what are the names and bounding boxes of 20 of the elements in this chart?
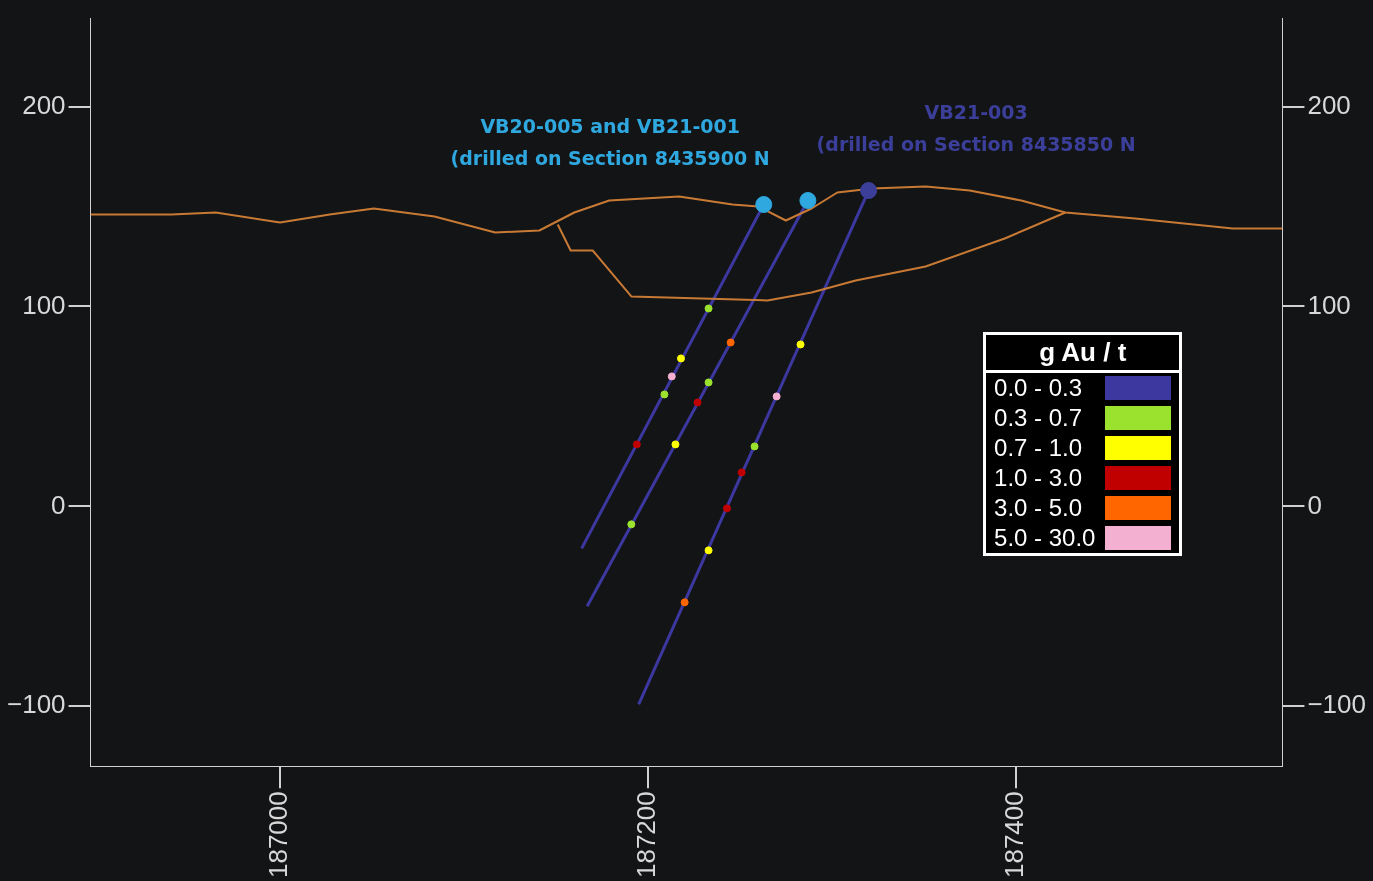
- legend-label: 3.0 - 5.0: [994, 494, 1083, 523]
- legend-label: 0.3 - 0.7: [994, 404, 1083, 433]
- legend-label: 5.0 - 30.0: [994, 524, 1096, 553]
- legend-label: 0.7 - 1.0: [994, 434, 1083, 463]
- y2-tick-label: 200: [1307, 89, 1351, 120]
- x-tick-label: 187000: [263, 791, 294, 879]
- legend-label: 0.0 - 0.3: [994, 374, 1083, 403]
- annotation: VB20-005 and VB21-001 (drilled on Section 8435900 N: [450, 115, 770, 170]
- legend-label: 1.0 - 3.0: [994, 464, 1083, 493]
- x-tick-label: 187400: [998, 791, 1029, 879]
- y2-tick-label: 100: [1307, 289, 1351, 320]
- annotation: VB21-003 (drilled on Section 8435850 N: [816, 101, 1136, 156]
- y-tick-label: 100: [22, 289, 66, 320]
- x-tick-label: 187200: [631, 791, 662, 879]
- legend-title: g Au / t: [986, 335, 1180, 374]
- y-tick-label: 0: [51, 489, 66, 520]
- y2-tick-label: 0: [1307, 489, 1322, 520]
- y-tick-label: −100: [6, 689, 66, 720]
- y-tick-label: 200: [22, 89, 66, 120]
- y2-tick-label: −100: [1307, 689, 1367, 720]
